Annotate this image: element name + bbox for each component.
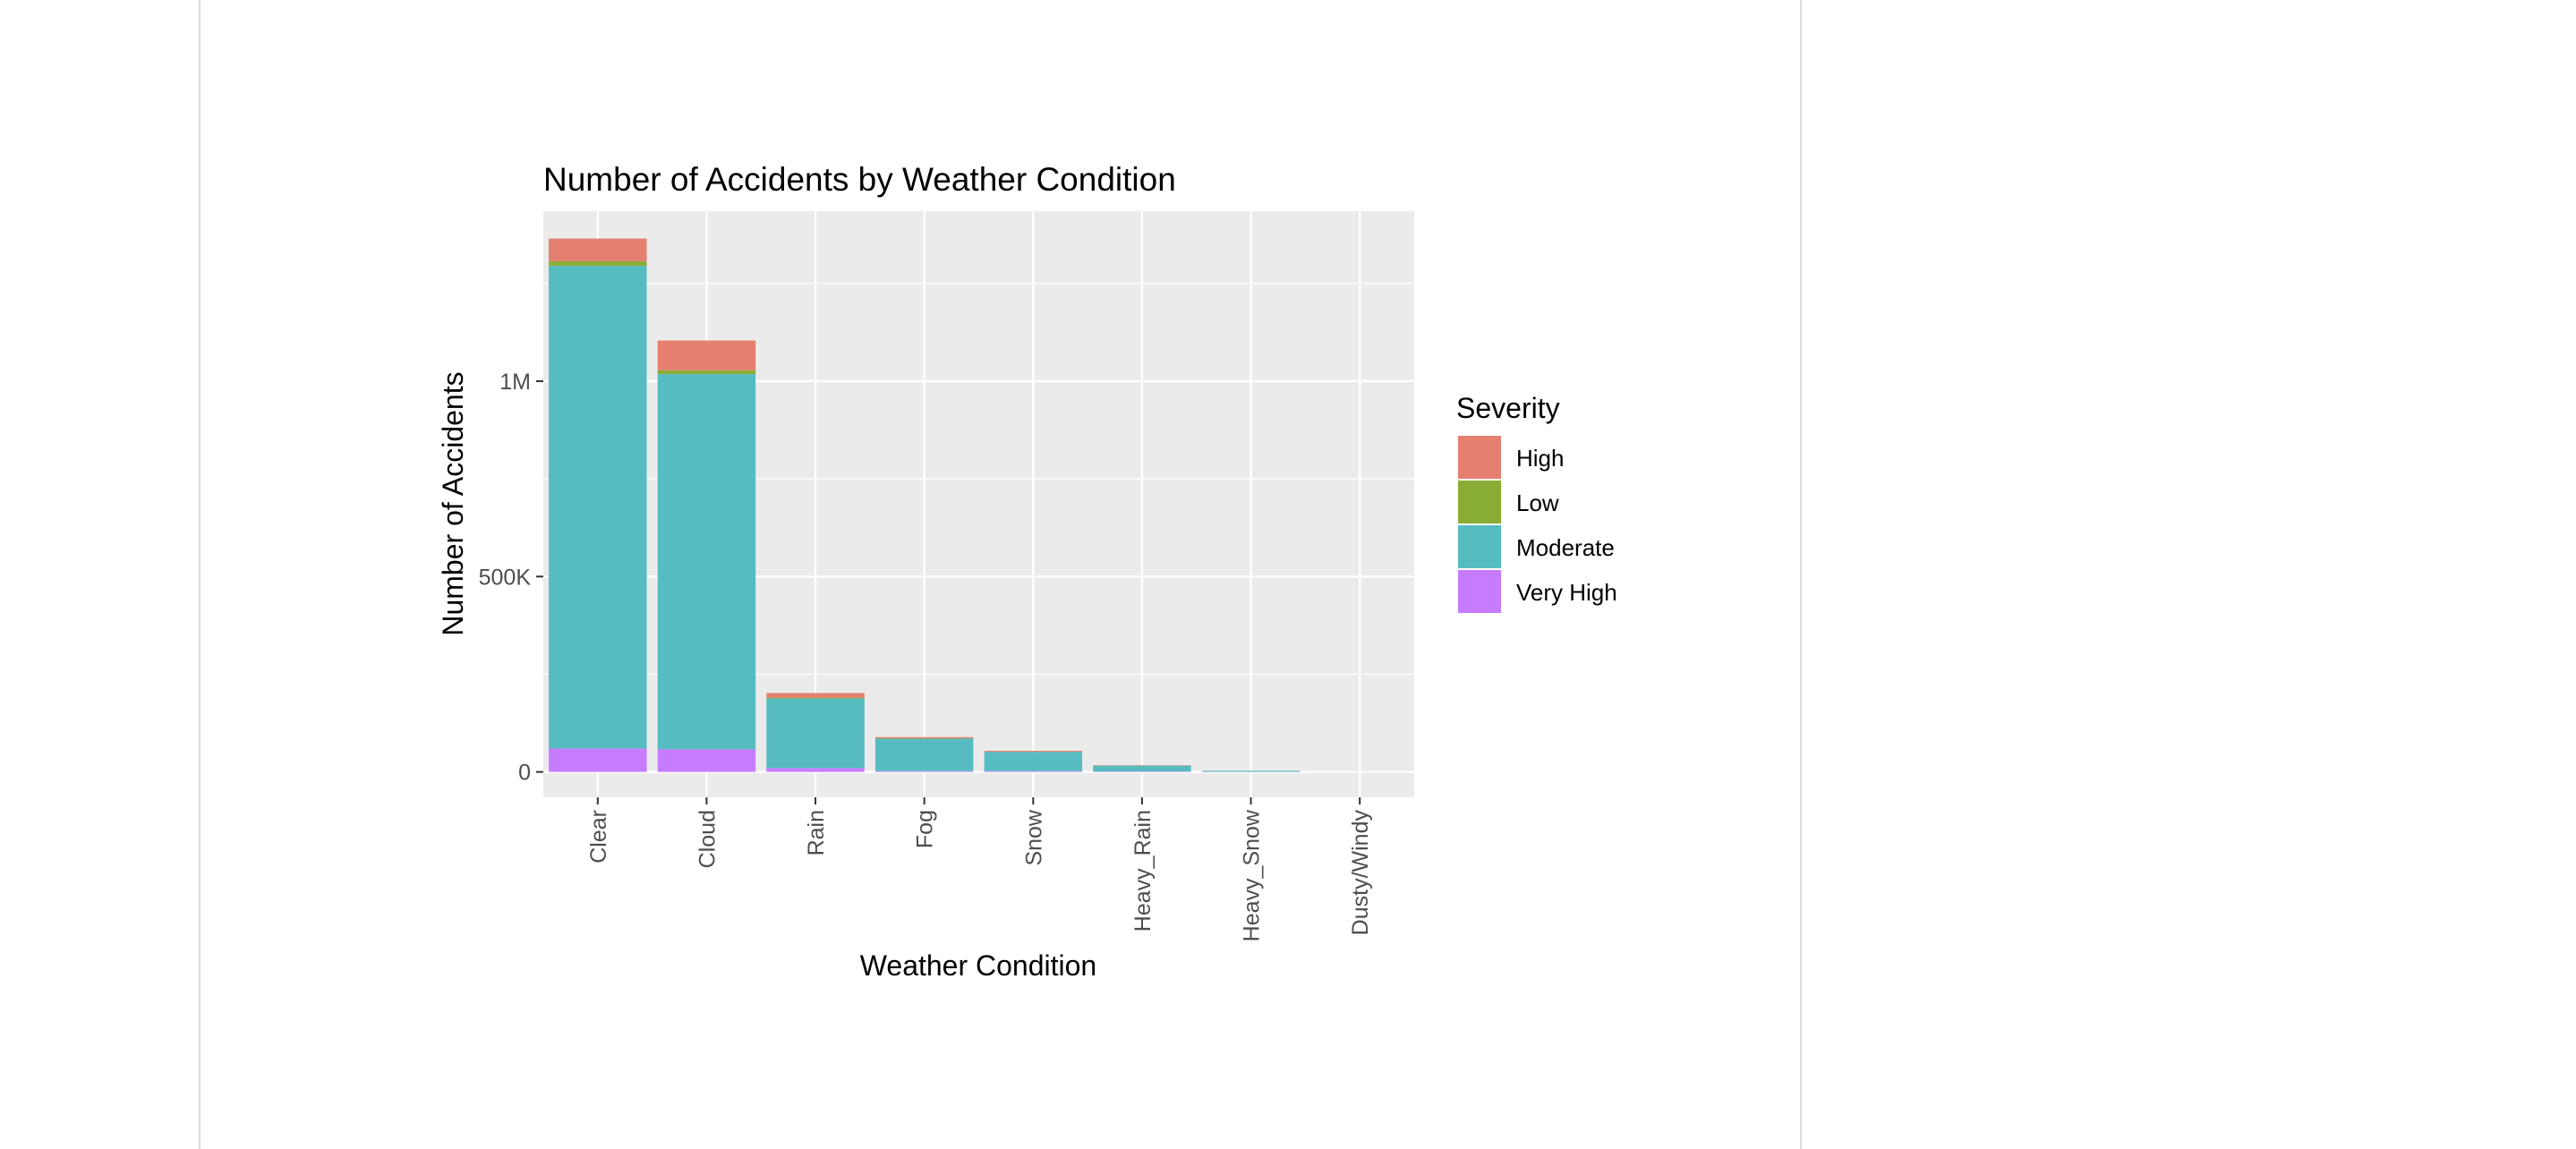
bar-segment (549, 260, 647, 267)
legend-swatch (1458, 481, 1501, 523)
bar-segment (874, 738, 974, 771)
y-axis-title: Number of Accidents (437, 371, 469, 635)
bar-segment (766, 693, 865, 698)
x-tick-label: Clear (586, 810, 611, 864)
bar-segment (766, 697, 865, 699)
bar-segment (984, 751, 1083, 753)
bar-segment (984, 752, 1083, 771)
bar-segment (657, 340, 756, 370)
y-tick-label: 500K (479, 565, 532, 590)
bar-segment (657, 374, 756, 750)
x-tick-label: Heavy_Snow (1240, 809, 1265, 941)
bar-segment (1201, 770, 1301, 772)
bar-segment (984, 770, 1083, 772)
bar-segment (549, 748, 647, 772)
bar-segment (766, 698, 865, 769)
x-tick-label: Heavy_Rain (1130, 810, 1156, 932)
right-divider (1800, 0, 1802, 1149)
legend-swatch (1458, 436, 1501, 479)
legend-label: Low (1516, 489, 1559, 516)
x-tick-label: Snow (1021, 809, 1046, 865)
bar-segment (549, 266, 647, 749)
x-tick-label: Rain (804, 810, 829, 855)
bar-segment (874, 770, 974, 772)
x-tick-label: Fog (913, 810, 938, 848)
legend-swatch (1458, 525, 1501, 568)
x-tick-label: Dusty/Windy (1348, 810, 1373, 936)
x-axis-title: Weather Condition (860, 949, 1096, 982)
left-divider (199, 0, 200, 1149)
bar-segment (1093, 765, 1191, 772)
legend-swatch (1458, 570, 1501, 613)
legend-label: High (1516, 445, 1564, 472)
bar-segment (766, 768, 865, 772)
legend: Severity High Low Moderate Very High (1456, 392, 1617, 613)
y-tick-label: 0 (518, 761, 531, 786)
legend-label: Moderate (1516, 534, 1615, 561)
y-tick-label: 1M (499, 370, 531, 395)
bar-segment (657, 749, 756, 772)
bars (549, 238, 1409, 772)
bar-segment (549, 238, 647, 261)
bar-segment (874, 736, 974, 739)
legend-items: High Low Moderate Very High (1458, 436, 1617, 613)
x-axis: Clear Cloud Rain Fog Snow Heavy_Rain Heavy_Sno… (586, 797, 1373, 941)
chart-title: Number of Accidents by Weather Condition (543, 161, 1176, 198)
x-tick-label: Cloud (695, 810, 720, 868)
legend-label: Very High (1516, 579, 1617, 606)
bar-segment (657, 370, 756, 375)
y-axis: 0 500K 1M (479, 370, 543, 786)
legend-title: Severity (1456, 392, 1560, 424)
